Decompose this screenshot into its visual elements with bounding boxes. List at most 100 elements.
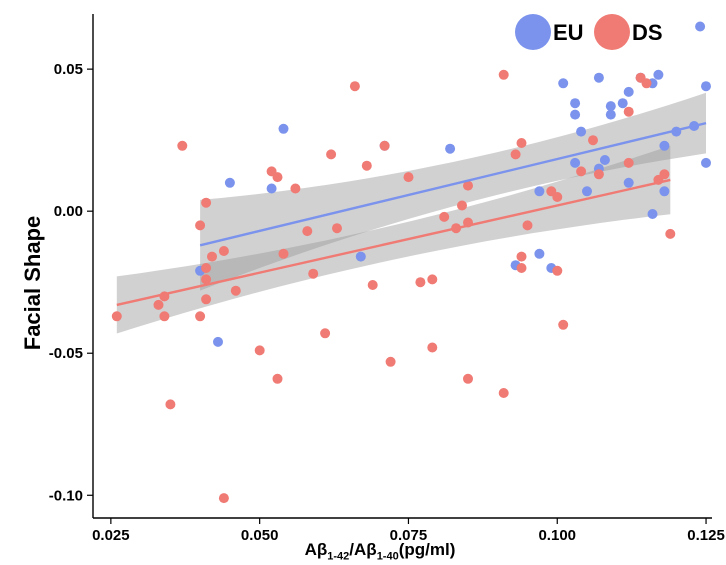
point-eu [617, 98, 628, 109]
x-tick-label: 0.100 [538, 527, 576, 544]
x-tick-label: 0.125 [687, 527, 725, 544]
point-ds [195, 311, 206, 322]
point-eu [582, 186, 592, 197]
point-ds [272, 172, 283, 183]
point-eu [605, 101, 616, 112]
point-ds [576, 166, 587, 177]
point-ds [308, 268, 319, 279]
point-ds [510, 149, 521, 160]
point-ds [165, 399, 176, 410]
point-eu [647, 209, 658, 219]
point-ds [588, 135, 598, 146]
ticks: 0.025 0.050 0.075 0.100 0.125 0.05 0.00 -0.05 -0… [49, 61, 725, 544]
point-eu [534, 248, 545, 259]
point-ds [254, 345, 265, 356]
point-ds [457, 200, 467, 211]
point-ds [177, 140, 188, 151]
point-eu [570, 109, 581, 120]
point-eu [653, 69, 664, 80]
point-ds [623, 157, 634, 168]
regression-lines [116, 121, 707, 307]
point-ds [439, 211, 450, 222]
point-ds [278, 248, 289, 259]
x-tick-label: 0.075 [390, 527, 428, 544]
x-axis-title-a: Aβ [304, 540, 328, 559]
point-eu [599, 155, 610, 165]
point-ds [230, 285, 241, 296]
point-ds [326, 149, 337, 160]
point-eu [701, 81, 711, 92]
point-ds [367, 280, 378, 290]
point-ds [320, 328, 331, 339]
y-tick-label: 0.00 [54, 203, 83, 220]
y-tick-label: 0.05 [54, 61, 83, 78]
point-ds [552, 192, 563, 202]
point-eu [659, 140, 670, 151]
point-ds [415, 277, 426, 288]
point-ds [516, 251, 527, 262]
point-eu [623, 86, 634, 97]
point-ds [516, 263, 527, 273]
point-ds [201, 294, 212, 305]
y-tick-label: -0.10 [49, 487, 83, 504]
point-ds [379, 140, 390, 151]
point-ds [201, 197, 212, 208]
point-ds [361, 160, 372, 171]
point-eu [659, 186, 670, 197]
point-ds [159, 311, 170, 322]
point-ds [552, 265, 563, 276]
x-axis-title-slash: /Aβ [349, 540, 377, 559]
y-tick-label: -0.05 [49, 345, 83, 362]
point-ds [463, 180, 473, 191]
point-eu [445, 143, 456, 154]
point-ds [522, 220, 533, 231]
point-eu [224, 177, 235, 188]
point-eu [701, 157, 711, 168]
point-ds [498, 69, 509, 80]
point-ds [218, 246, 229, 256]
point-ds [558, 319, 569, 330]
point-ds [593, 169, 604, 180]
point-ds [195, 220, 206, 231]
data-points [111, 21, 711, 504]
y-axis-title: Facial Shape [20, 216, 45, 351]
point-eu [593, 72, 604, 83]
point-eu [570, 98, 581, 109]
point-ds [641, 78, 652, 89]
point-ds [302, 226, 313, 237]
point-ds [427, 274, 438, 285]
point-eu [623, 177, 634, 188]
point-ds [153, 299, 164, 310]
point-ds [665, 228, 676, 239]
point-ds [272, 373, 283, 384]
legend-marker-eu [515, 14, 551, 50]
point-ds [201, 263, 212, 273]
point-eu [266, 183, 277, 194]
point-ds [218, 493, 229, 504]
point-ds [516, 138, 527, 148]
point-ds [623, 106, 634, 117]
point-ds [207, 251, 217, 262]
point-eu [576, 126, 587, 137]
point-eu [355, 251, 366, 262]
point-ds [403, 172, 414, 183]
point-ds [290, 183, 301, 194]
point-eu [278, 123, 289, 134]
point-eu [534, 186, 545, 197]
legend-label-ds: DS [632, 20, 663, 45]
axes [92, 14, 712, 519]
x-axis-title-sub1: 1-42 [327, 550, 350, 563]
fit-line-eu [199, 121, 707, 247]
confidence-band-eu [200, 92, 706, 291]
confidence-band-ds [116, 145, 671, 334]
point-eu [558, 78, 569, 89]
x-tick-label: 0.025 [92, 527, 130, 544]
x-axis-title-unit: (pg/ml) [398, 540, 456, 559]
point-eu [695, 21, 706, 32]
x-axis-title-sub2: 1-40 [376, 550, 399, 563]
x-tick-label: 0.050 [241, 527, 279, 544]
point-eu [570, 157, 581, 168]
point-eu [213, 336, 223, 347]
legend-label-eu: EU [553, 20, 584, 45]
